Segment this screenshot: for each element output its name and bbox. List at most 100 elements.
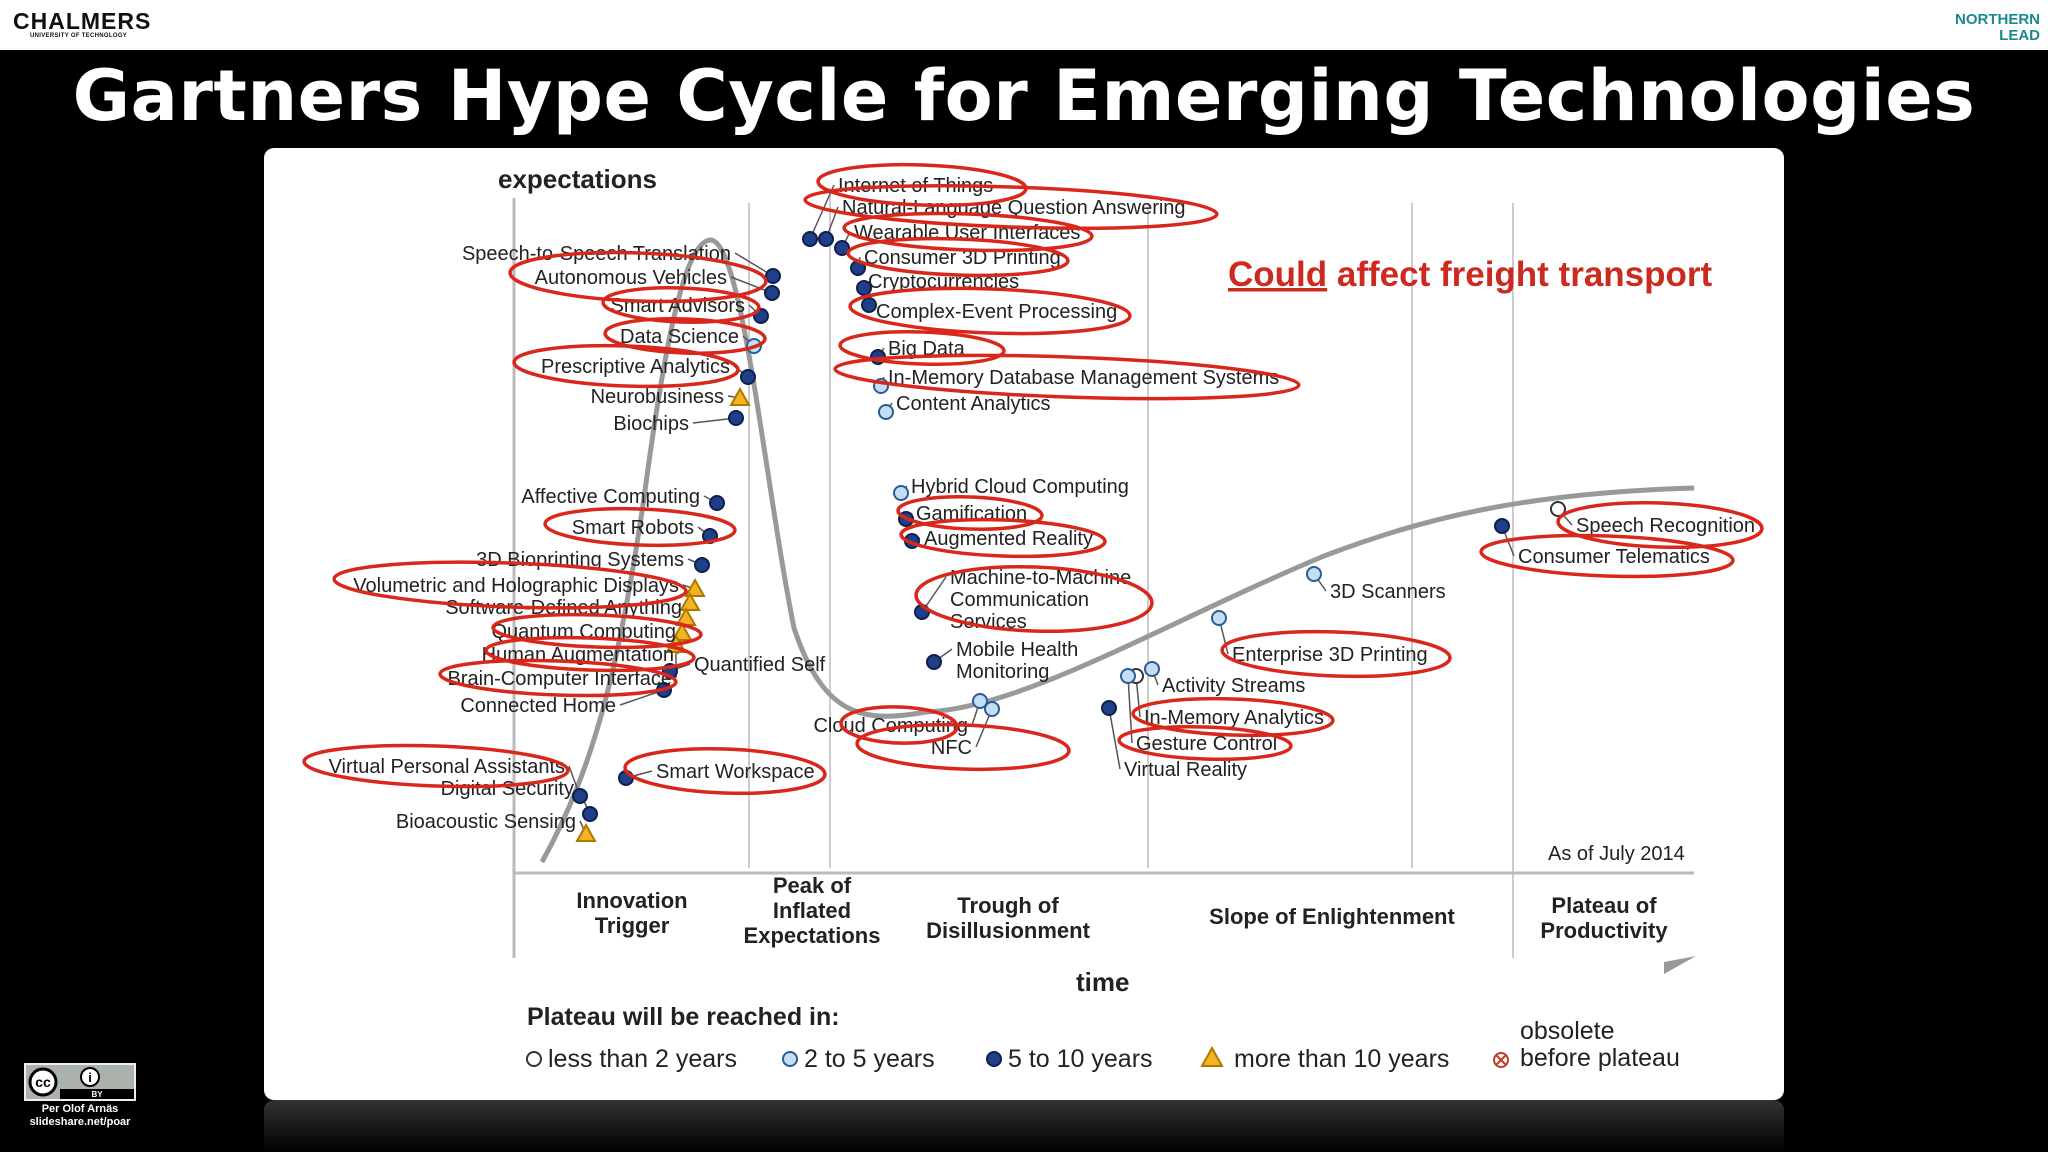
- annotation-underlined: Could: [1228, 255, 1327, 294]
- tech-marker-human-augmentation: [671, 621, 693, 641]
- highlight-ellipse-virtual-personal-assistants: [302, 743, 570, 789]
- tech-label-line: Consumer Telematics: [1518, 546, 1710, 568]
- highlight-ellipse-volumetric-and-holographic-displays: [332, 560, 688, 610]
- x-axis-arrow: [1664, 956, 1696, 974]
- tech-marker-complex-event-processing: [861, 297, 877, 313]
- highlight-ellipse-complex-event-processing: [848, 286, 1132, 336]
- tech-label-line: Consumer 3D Printing: [864, 247, 1061, 269]
- tech-marker-volumetric-and-holographic-displays: [684, 577, 706, 597]
- annotation-text: Could affect freight transport: [1228, 255, 1713, 294]
- tech-label-bioacoustic-sensing: Bioacoustic Sensing: [396, 811, 576, 833]
- tech-label-neurobusiness: Neurobusiness: [591, 386, 724, 408]
- by-label: BY: [91, 1090, 103, 1099]
- tech-label-line: Services: [950, 611, 1027, 633]
- tech-label-line: Bioacoustic Sensing: [396, 811, 576, 833]
- tech-marker-nfc: [984, 701, 1000, 717]
- tech-marker-natural-language-question-answering: [818, 231, 834, 247]
- tech-marker-3d-scanners: [1306, 566, 1322, 582]
- tech-label-line: Content Analytics: [896, 393, 1051, 415]
- tech-label-mobile-health-monitoring: Mobile Health Monitoring: [956, 639, 1078, 683]
- phase-label-line: Inflated: [773, 898, 851, 923]
- tech-label-brain-computer-interface: Brain-Computer Interface: [447, 668, 672, 690]
- highlight-ellipse-quantum-computing: [491, 612, 703, 650]
- tech-label-line: In-Memory Analytics: [1144, 707, 1324, 729]
- phase-label-2: Peak of Inflated Expectations: [744, 873, 881, 948]
- tech-label-line: Mobile Health: [956, 639, 1078, 661]
- highlight-ellipse-natural-language-question-answering: [803, 184, 1219, 230]
- tech-label-affective-computing: Affective Computing: [521, 486, 700, 508]
- tech-label-line: Gesture Control: [1136, 733, 1277, 755]
- chalmers-logo-subtitle: UNIVERSITY OF TECHNOLOGY: [30, 33, 128, 39]
- tech-label-nfc: NFC: [931, 737, 972, 759]
- tech-label-biochips: Biochips: [613, 413, 689, 435]
- highlight-ellipse-smart-advisors: [601, 286, 761, 324]
- tech-label-line: Monitoring: [956, 661, 1049, 683]
- tech-label-virtual-reality: Virtual Reality: [1124, 759, 1247, 781]
- tech-label-volumetric-and-holographic-displays: Volumetric and Holographic Displays: [353, 575, 679, 597]
- tech-marker-virtual-personal-assistants: [572, 788, 588, 804]
- tech-label-prescriptive-analytics: Prescriptive Analytics: [541, 356, 730, 378]
- tech-marker-cloud-computing: [972, 693, 988, 709]
- tech-label-line: Digital Security: [441, 778, 574, 800]
- tech-label-line: Prescriptive Analytics: [541, 356, 730, 378]
- phase-label-line: Productivity: [1540, 918, 1668, 943]
- highlight-ellipse-brain-computer-interface: [438, 658, 678, 698]
- tech-marker-prescriptive-analytics: [740, 369, 756, 385]
- tech-label-virtual-personal-assistants: Virtual Personal Assistants: [329, 756, 565, 778]
- phase-label-line: Trigger: [595, 913, 670, 938]
- legend-more-than-10: more than 10 years: [1234, 1045, 1449, 1073]
- tech-label-smart-robots: Smart Robots: [572, 517, 694, 539]
- tech-label-speech-recognition: Speech Recognition: [1576, 515, 1755, 537]
- highlight-ellipse-big-data: [838, 330, 1006, 366]
- tech-label-data-science: Data Science: [620, 326, 739, 348]
- highlight-ellipse-data-science: [603, 317, 767, 355]
- tech-label-line: Speech Recognition: [1576, 515, 1755, 537]
- highlight-ellipse-gamification: [896, 495, 1044, 531]
- tech-label-hybrid-cloud-computing: Hybrid Cloud Computing: [911, 476, 1129, 498]
- tech-label-line: In-Memory Database Management Systems: [888, 367, 1279, 389]
- legend-before-plateau: before plateau: [1520, 1044, 1680, 1072]
- tech-marker-digital-security: [582, 806, 598, 822]
- tech-label-in-memory-database-management-systems: In-Memory Database Management Systems: [888, 367, 1279, 389]
- tech-label-line: Brain-Computer Interface: [447, 668, 672, 690]
- phase-label-3: Trough of Disillusionment: [926, 893, 1090, 943]
- phase-label-4: Slope of Enlightenment: [1209, 904, 1455, 929]
- tech-marker-software-defined-anything: [679, 591, 701, 611]
- tech-label-in-memory-analytics: In-Memory Analytics: [1144, 707, 1324, 729]
- phase-label-line: Trough of: [957, 893, 1059, 918]
- tech-label-enterprise-3d-printing: Enterprise 3D Printing: [1232, 644, 1428, 666]
- hype-cycle-panel: Speech-to-Speech Translation Autonomous V…: [264, 148, 1784, 1100]
- legend-title: Plateau will be reached in:: [527, 1003, 840, 1031]
- legend-2-to-5: 2 to 5 years: [804, 1045, 935, 1073]
- tech-marker-neurobusiness: [729, 386, 751, 406]
- tech-label-consumer-3d-printing: Consumer 3D Printing: [864, 247, 1061, 269]
- highlight-ellipse-augmented-reality: [899, 517, 1107, 559]
- highlight-ellipse-smart-robots: [543, 506, 737, 548]
- tech-marker-wearable-user-interfaces: [834, 240, 850, 256]
- x-axis-label: time: [1076, 967, 1129, 997]
- tech-marker-affective-computing: [709, 495, 725, 511]
- tech-label-line: 3D Bioprinting Systems: [476, 549, 684, 571]
- phase-label-5: Plateau of Productivity: [1540, 893, 1668, 943]
- panel-reflection: [264, 1100, 1784, 1152]
- tech-marker-mobile-health-monitoring: [926, 654, 942, 670]
- tech-label-line: Cloud Computing: [813, 715, 968, 737]
- tech-leader-internet-of-things: [809, 184, 835, 240]
- highlight-ellipse-in-memory-analytics: [1131, 696, 1335, 738]
- legend-obsolete: obsolete: [1520, 1017, 1615, 1045]
- tech-label-line: Data Science: [620, 326, 739, 348]
- tech-label-line: Biochips: [613, 413, 689, 435]
- legend-less-than-2: less than 2 years: [548, 1045, 737, 1073]
- as-of-label: As of July 2014: [1548, 843, 1685, 865]
- slide-title: Gartners Hype Cycle for Emerging Technol…: [72, 55, 1976, 137]
- tech-marker-biochips: [728, 410, 744, 426]
- tech-label-line: Augmented Reality: [924, 528, 1093, 550]
- tech-label-quantified-self: Quantified Self: [694, 654, 826, 676]
- phase-label-line: Expectations: [744, 923, 881, 948]
- tech-label-line: Quantified Self: [694, 654, 826, 676]
- top-bar: CHALMERS UNIVERSITY OF TECHNOLOGY NORTHE…: [0, 0, 2048, 50]
- tech-marker-gesture-control: [1120, 668, 1136, 684]
- tech-marker-speech-to-speech-translation: [765, 268, 781, 284]
- tech-label-line: NFC: [931, 737, 972, 759]
